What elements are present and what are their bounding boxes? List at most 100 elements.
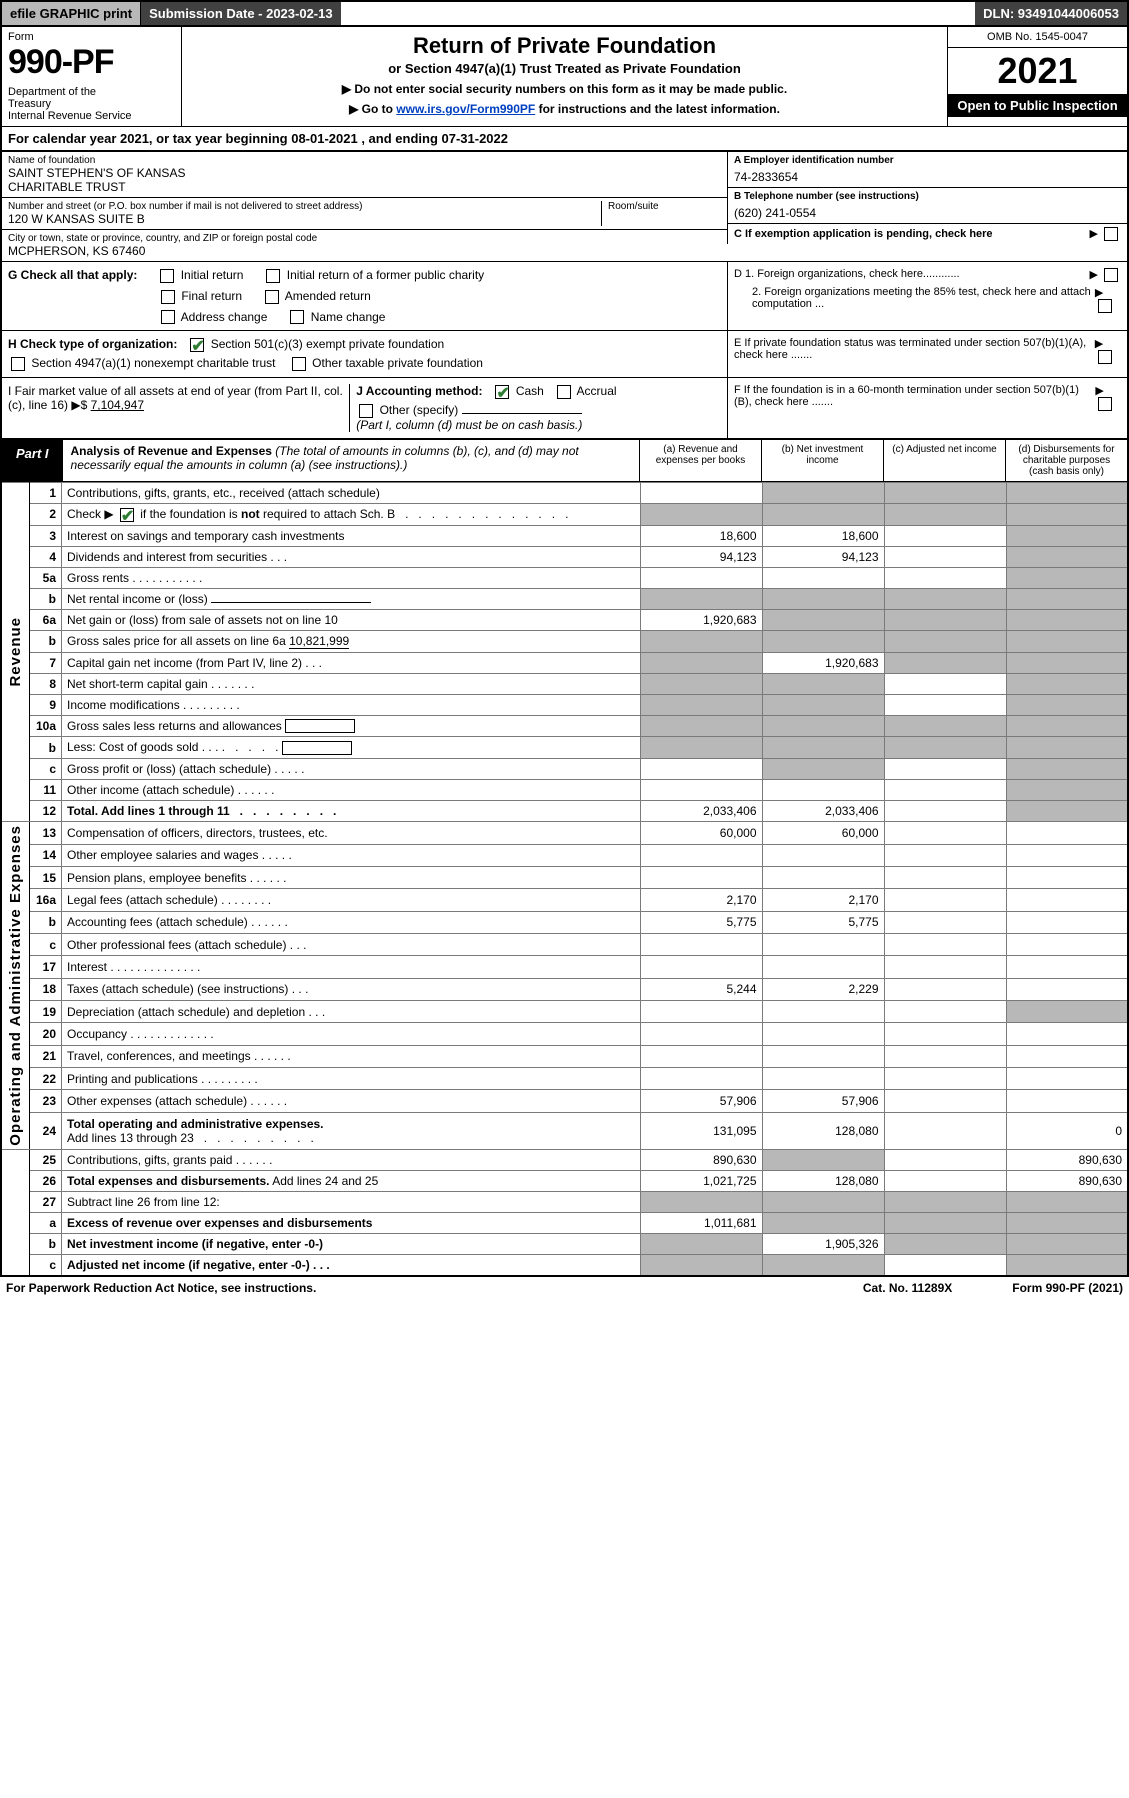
instr2-pre: ▶ Go to [349,102,396,116]
part1-tab: Part I [2,440,63,481]
address-cell: Number and street (or P.O. box number if… [2,197,727,229]
j-cash-checkbox[interactable] [495,385,509,399]
tax-year: 2021 [948,48,1127,94]
e-section: E If private foundation status was termi… [727,331,1127,377]
telephone-cell: B Telephone number (see instructions) (6… [727,187,1127,223]
table-row: bAccounting fees (attach schedule) . . .… [1,911,1128,933]
j-accrual-label: Accrual [577,384,617,398]
h-opt3-label: Other taxable private foundation [312,356,483,370]
h-opt2-label: Section 4947(a)(1) nonexempt charitable … [31,356,275,370]
e-label: E If private foundation status was termi… [734,337,1095,364]
row-num: 1 [30,482,62,503]
part1-table: Revenue 1Contributions, gifts, grants, e… [0,482,1129,1277]
efile-print-label[interactable]: efile GRAPHIC print [2,2,141,25]
table-row: Revenue 1Contributions, gifts, grants, e… [1,482,1128,503]
room-label: Room/suite [608,201,721,212]
table-row: 7Capital gain net income (from Part IV, … [1,652,1128,673]
table-row: 24Total operating and administrative exp… [1,1112,1128,1149]
top-bar: efile GRAPHIC print Submission Date - 20… [0,0,1129,27]
city-cell: City or town, state or province, country… [2,229,727,261]
f-section: F If the foundation is in a 60-month ter… [727,378,1127,438]
footer-cat: Cat. No. 11289X [863,1281,952,1295]
g-section: G Check all that apply: Initial return I… [2,262,727,330]
expenses-vlabel: Operating and Administrative Expenses [1,822,30,1150]
col-a-header: (a) Revenue and expenses per books [639,440,761,481]
j-accrual-checkbox[interactable] [557,385,571,399]
table-row: cAdjusted net income (if negative, enter… [1,1254,1128,1276]
instructions-link[interactable]: www.irs.gov/Form990PF [396,102,535,116]
j-other-checkbox[interactable] [359,404,373,418]
form-number: 990-PF [8,43,175,82]
d1-checkbox[interactable] [1104,268,1118,282]
instr-line1: ▶ Do not enter social security numbers o… [186,82,943,96]
initial-former-label: Initial return of a former public charit… [287,268,484,282]
name-change-checkbox[interactable] [290,310,304,324]
h-e-row: H Check type of organization: Section 50… [0,331,1129,378]
table-row: 12Total. Add lines 1 through 11 . . . . … [1,801,1128,822]
table-row: 17Interest . . . . . . . . . . . . . . [1,956,1128,978]
ein-cell: A Employer identification number 74-2833… [727,151,1127,187]
table-row: bGross sales price for all assets on lin… [1,630,1128,652]
j-cash-label: Cash [516,384,544,398]
h-4947-checkbox[interactable] [11,357,25,371]
tel-label: B Telephone number (see instructions) [734,191,1121,202]
schb-checkbox[interactable] [120,508,134,522]
address-change-checkbox[interactable] [161,310,175,324]
table-row: 21Travel, conferences, and meetings . . … [1,1045,1128,1067]
address-change-label: Address change [181,310,268,324]
d2-checkbox[interactable] [1098,299,1112,313]
part1-title: Analysis of Revenue and Expenses [71,444,272,458]
g-d-row: G Check all that apply: Initial return I… [0,262,1129,331]
f-checkbox[interactable] [1098,397,1112,411]
foundation-name-cell: Name of foundation SAINT STEPHEN'S OF KA… [2,151,727,197]
table-row: 10aGross sales less returns and allowanc… [1,715,1128,737]
h-label: H Check type of organization: [8,337,177,351]
c-label: C If exemption application is pending, c… [734,228,993,240]
city-label: City or town, state or province, country… [8,233,721,244]
col-c-header: (c) Adjusted net income [883,440,1005,481]
form-subtitle: or Section 4947(a)(1) Trust Treated as P… [186,61,943,76]
table-row: 27Subtract line 26 from line 12: [1,1191,1128,1212]
final-return-checkbox[interactable] [161,290,175,304]
header-center: Return of Private Foundation or Section … [182,27,947,126]
initial-return-checkbox[interactable] [160,269,174,283]
c-checkbox[interactable] [1104,227,1118,241]
header-right: OMB No. 1545-0047 2021 Open to Public In… [947,27,1127,126]
i-j-section: I Fair market value of all assets at end… [2,378,727,438]
table-row: 26Total expenses and disbursements. Add … [1,1170,1128,1191]
amended-return-checkbox[interactable] [265,290,279,304]
table-row: 8Net short-term capital gain . . . . . .… [1,673,1128,694]
final-return-label: Final return [181,289,242,303]
omb-number: OMB No. 1545-0047 [948,27,1127,48]
initial-former-checkbox[interactable] [266,269,280,283]
e-checkbox[interactable] [1098,350,1112,364]
table-row: bNet investment income (if negative, ent… [1,1233,1128,1254]
h-other-checkbox[interactable] [292,357,306,371]
table-row: 2Check ▶ if the foundation is not requir… [1,503,1128,525]
ein-value: 74-2833654 [734,170,1121,184]
submission-date-label: Submission Date - 2023-02-13 [141,2,341,25]
table-row: bLess: Cost of goods sold . . . . . . . … [1,737,1128,759]
revenue-vlabel: Revenue [1,482,30,821]
d1-label: D 1. Foreign organizations, check here..… [734,268,960,282]
street-address: 120 W KANSAS SUITE B [8,212,601,226]
table-row: 5aGross rents . . . . . . . . . . . [1,567,1128,588]
table-row: aExcess of revenue over expenses and dis… [1,1212,1128,1233]
addr-label: Number and street (or P.O. box number if… [8,201,601,212]
col-b-header: (b) Net investment income [761,440,883,481]
table-row: 25Contributions, gifts, grants paid . . … [1,1149,1128,1170]
h-501c3-checkbox[interactable] [190,338,204,352]
amended-return-label: Amended return [285,289,371,303]
i-value: 7,104,947 [91,398,144,412]
j-other-label: Other (specify) [380,403,459,417]
table-row: 6aNet gain or (loss) from sale of assets… [1,609,1128,630]
c-cell: C If exemption application is pending, c… [727,223,1127,244]
table-row: 18Taxes (attach schedule) (see instructi… [1,978,1128,1000]
table-row: bNet rental income or (loss) [1,588,1128,609]
table-row: 14Other employee salaries and wages . . … [1,844,1128,866]
table-row: Operating and Administrative Expenses 13… [1,822,1128,844]
table-row: 23Other expenses (attach schedule) . . .… [1,1090,1128,1112]
dept-label: Department of theTreasuryInternal Revenu… [8,86,175,122]
table-row: 19Depreciation (attach schedule) and dep… [1,1000,1128,1022]
i-label: I Fair market value of all assets at end… [8,384,343,412]
